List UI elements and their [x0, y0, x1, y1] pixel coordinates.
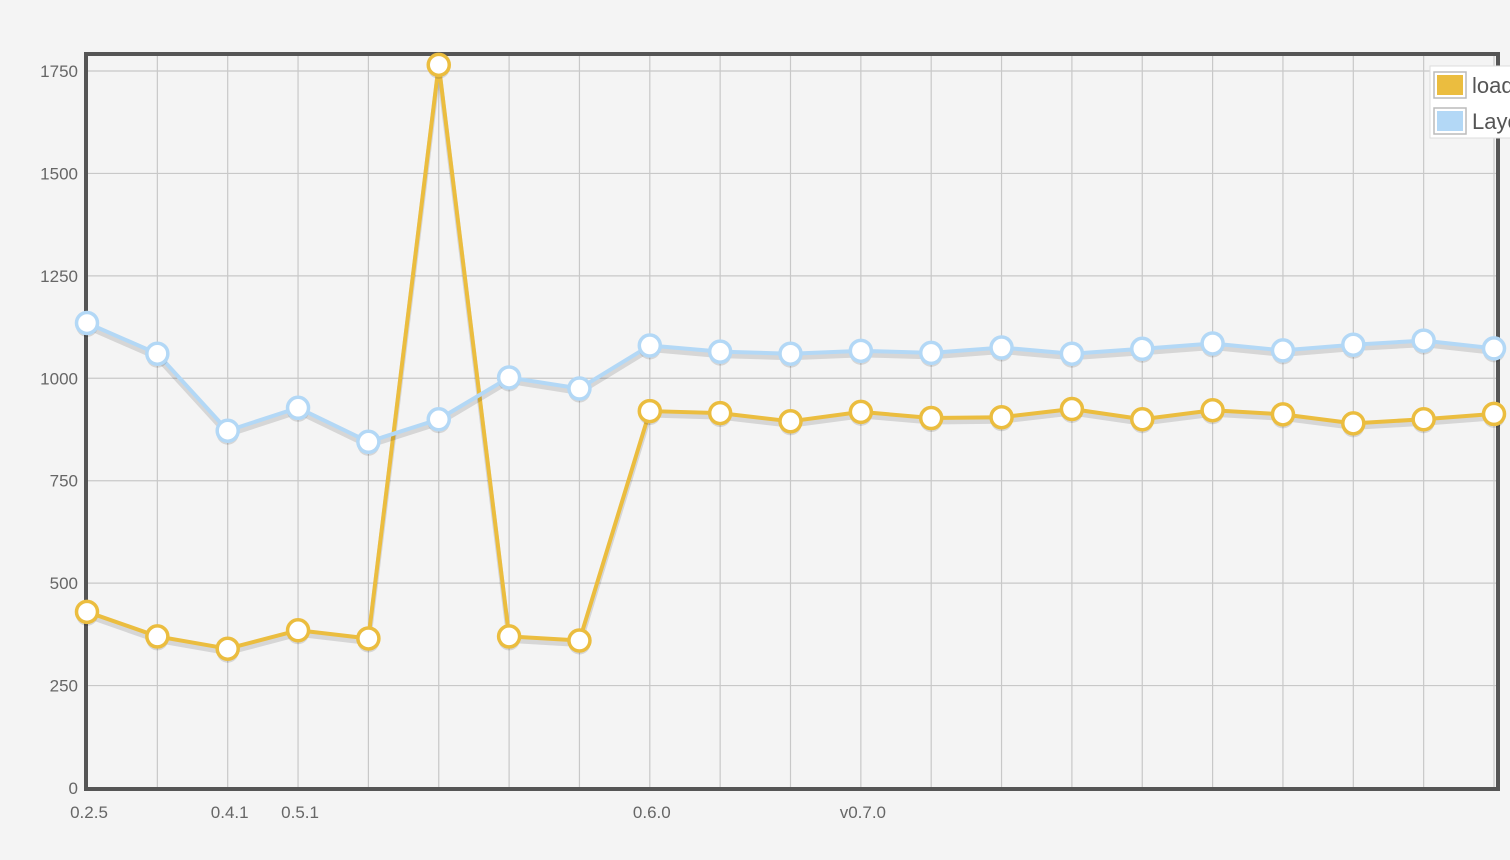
data-point: [77, 312, 98, 333]
data-point: [499, 626, 520, 647]
data-point: [1272, 340, 1293, 361]
data-point: [780, 343, 801, 364]
y-tick-label: 1250: [40, 267, 78, 286]
legend-label: load: [1472, 73, 1510, 98]
data-point: [1061, 343, 1082, 364]
data-point: [428, 409, 449, 430]
data-point: [569, 378, 590, 399]
data-point: [77, 601, 98, 622]
y-tick-label: 1750: [40, 62, 78, 81]
data-point: [1484, 338, 1505, 359]
data-point: [639, 335, 660, 356]
data-point: [1061, 399, 1082, 420]
data-point: [358, 431, 379, 452]
data-point: [217, 420, 238, 441]
data-point: [1272, 404, 1293, 425]
x-tick-label: v0.7.0: [840, 803, 886, 822]
x-tick-label: 0.4.1: [211, 803, 249, 822]
data-point: [639, 401, 660, 422]
legend: load Layout: [1430, 66, 1510, 138]
data-point: [1413, 330, 1434, 351]
y-tick-label: 750: [50, 472, 78, 491]
data-point: [1202, 333, 1223, 354]
y-tick-label: 250: [50, 677, 78, 696]
data-point: [710, 341, 731, 362]
data-point: [850, 340, 871, 361]
y-axis-ticks: 0 250 500 750 1000 1250 1500 1750: [40, 62, 78, 798]
data-point: [1202, 400, 1223, 421]
legend-label: Layout: [1472, 109, 1510, 134]
data-point: [921, 408, 942, 429]
data-point: [358, 628, 379, 649]
data-point: [499, 367, 520, 388]
x-tick-label: 0.6.0: [633, 803, 671, 822]
data-point: [991, 337, 1012, 358]
data-point: [1132, 409, 1153, 430]
y-tick-label: 500: [50, 574, 78, 593]
data-point: [217, 638, 238, 659]
data-point: [1343, 334, 1364, 355]
y-tick-label: 1000: [40, 369, 78, 388]
y-tick-label: 1500: [40, 164, 78, 183]
x-tick-label: 0.5.1: [281, 803, 319, 822]
data-point: [991, 407, 1012, 428]
data-point: [1484, 403, 1505, 424]
data-point: [710, 403, 731, 424]
data-point: [147, 343, 168, 364]
legend-swatch: [1437, 111, 1463, 131]
data-point: [1132, 338, 1153, 359]
y-tick-label: 0: [69, 779, 78, 798]
data-point: [1343, 413, 1364, 434]
legend-swatch: [1437, 75, 1463, 95]
data-point: [780, 411, 801, 432]
data-point: [850, 401, 871, 422]
data-point: [569, 630, 590, 651]
x-tick-label: 0.2.5: [70, 803, 108, 822]
x-axis-ticks: 0.2.5 0.4.1 0.5.1 0.6.0 v0.7.0: [70, 803, 886, 822]
data-point: [288, 397, 309, 418]
data-point: [428, 54, 449, 75]
data-point: [147, 626, 168, 647]
data-point: [1413, 409, 1434, 430]
data-point: [288, 620, 309, 641]
data-point: [921, 342, 942, 363]
